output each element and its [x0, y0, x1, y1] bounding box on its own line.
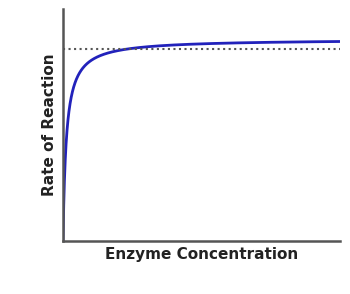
- Y-axis label: Rate of Reaction: Rate of Reaction: [42, 54, 57, 196]
- X-axis label: Enzyme Concentration: Enzyme Concentration: [105, 247, 298, 262]
